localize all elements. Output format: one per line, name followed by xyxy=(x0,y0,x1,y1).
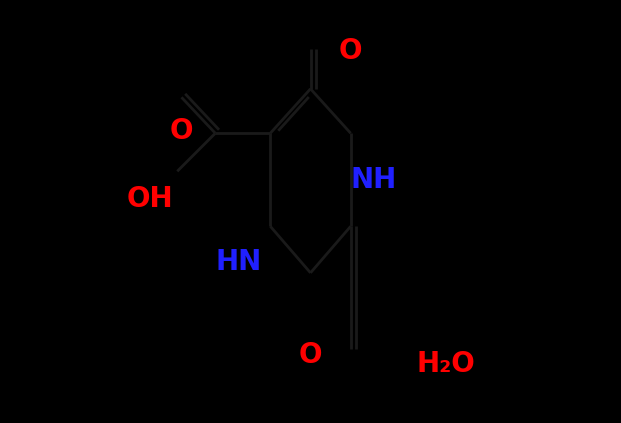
Text: O: O xyxy=(339,37,363,65)
Text: H₂O: H₂O xyxy=(416,350,475,378)
Text: OH: OH xyxy=(127,185,173,213)
Text: NH: NH xyxy=(351,166,397,194)
Text: O: O xyxy=(299,341,322,369)
Text: O: O xyxy=(170,117,193,145)
Text: HN: HN xyxy=(215,248,261,276)
